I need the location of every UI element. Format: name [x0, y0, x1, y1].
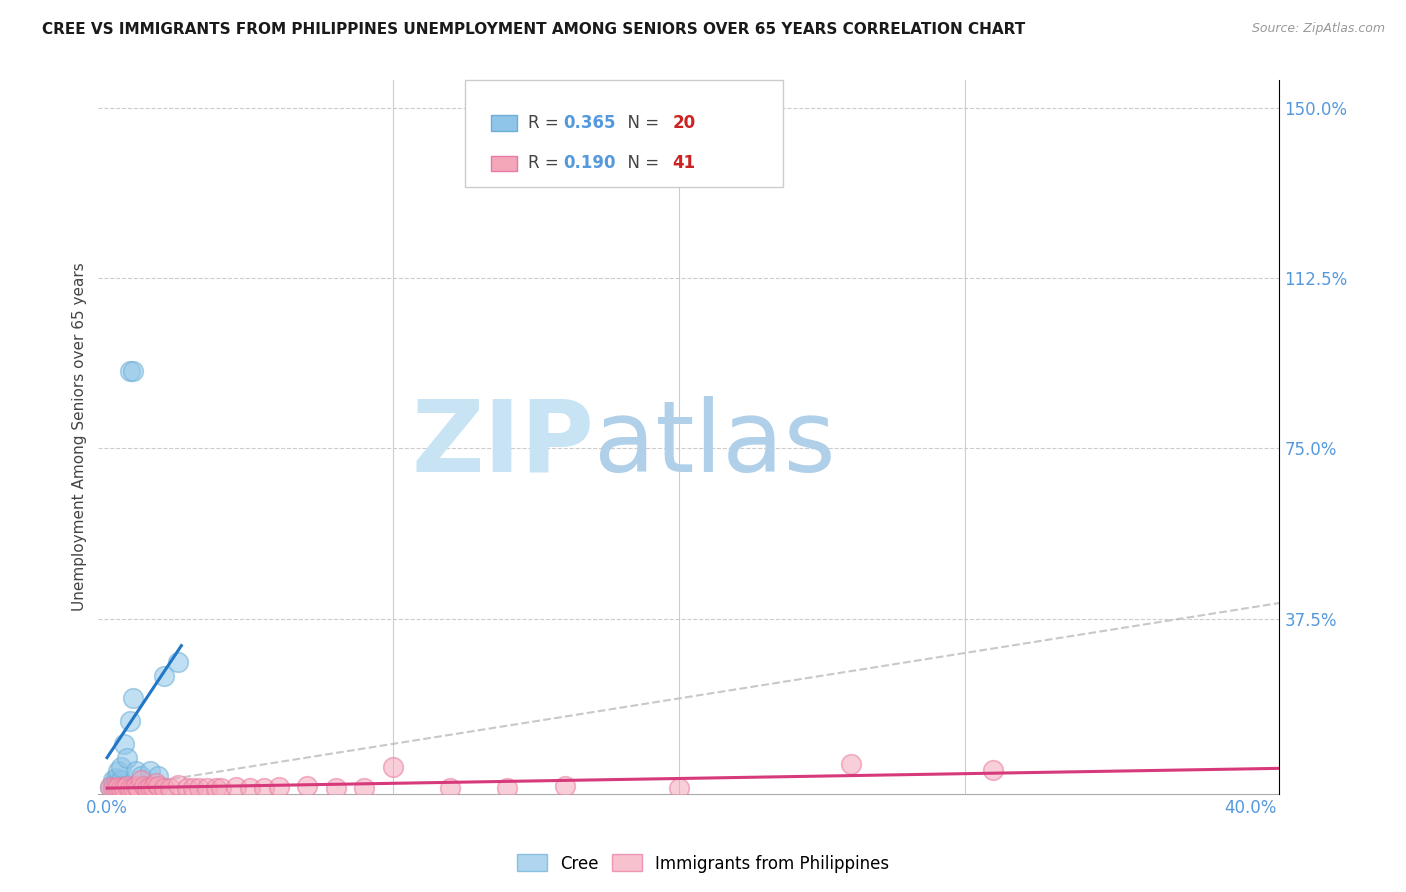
Point [131, 769, 153, 783]
Point [209, 780, 232, 795]
Point [325, 780, 347, 795]
Point [239, 780, 262, 795]
Point [136, 780, 159, 795]
Point [112, 737, 135, 751]
Text: R =: R = [529, 154, 564, 172]
Point [983, 764, 1005, 778]
Point [115, 779, 138, 793]
Text: N =: N = [617, 154, 664, 172]
Point [104, 771, 127, 785]
Point [159, 780, 181, 795]
Point [145, 775, 167, 789]
FancyBboxPatch shape [491, 155, 516, 171]
Point [204, 780, 226, 795]
Text: CREE VS IMMIGRANTS FROM PHILIPPINES UNEMPLOYMENT AMONG SENIORS OVER 65 YEARS COR: CREE VS IMMIGRANTS FROM PHILIPPINES UNEM… [42, 22, 1025, 37]
Point [167, 655, 190, 669]
Point [195, 780, 218, 795]
Point [176, 780, 198, 795]
Point [127, 780, 149, 795]
Point [439, 780, 461, 795]
Text: atlas: atlas [595, 396, 837, 492]
Point [101, 773, 124, 788]
Text: 20: 20 [672, 113, 696, 132]
Point [101, 780, 124, 795]
Point [153, 669, 176, 683]
Point [225, 780, 247, 794]
Point [267, 780, 290, 794]
Text: Source: ZipAtlas.com: Source: ZipAtlas.com [1251, 22, 1385, 36]
Text: R =: R = [529, 113, 564, 132]
Point [110, 759, 132, 773]
Point [668, 780, 690, 795]
Point [124, 779, 146, 793]
Point [353, 780, 375, 795]
Text: 0.190: 0.190 [564, 154, 616, 172]
Point [124, 764, 146, 779]
Point [134, 779, 156, 793]
Point [381, 759, 404, 773]
Point [139, 780, 162, 794]
Point [115, 750, 138, 764]
Y-axis label: Unemployment Among Seniors over 65 years: Unemployment Among Seniors over 65 years [72, 263, 87, 611]
Legend: Cree, Immigrants from Philippines: Cree, Immigrants from Philippines [510, 847, 896, 880]
Point [110, 773, 132, 788]
Text: 0.365: 0.365 [564, 113, 616, 132]
Point [118, 714, 141, 728]
Point [139, 764, 162, 779]
Text: ZIP: ZIP [412, 396, 595, 492]
Point [148, 769, 170, 783]
Point [295, 779, 318, 793]
Point [187, 780, 209, 795]
Point [839, 757, 862, 772]
Point [107, 780, 129, 794]
Point [496, 780, 519, 795]
Point [104, 780, 127, 795]
Point [131, 773, 153, 788]
Text: 41: 41 [672, 154, 696, 172]
Point [121, 780, 143, 795]
Point [104, 780, 127, 794]
Point [253, 780, 276, 795]
Point [121, 691, 143, 706]
Point [107, 778, 129, 792]
Point [110, 780, 132, 795]
Point [112, 780, 135, 795]
FancyBboxPatch shape [464, 80, 783, 187]
Point [107, 764, 129, 779]
Point [167, 778, 190, 792]
Point [142, 780, 165, 794]
Point [121, 364, 143, 378]
Text: N =: N = [617, 113, 664, 132]
Point [98, 780, 121, 794]
Point [104, 775, 127, 789]
Point [181, 780, 204, 795]
Point [148, 779, 170, 793]
FancyBboxPatch shape [491, 115, 516, 130]
Point [118, 780, 141, 795]
Point [118, 364, 141, 378]
Point [153, 780, 176, 795]
Point [554, 779, 576, 793]
Point [98, 780, 121, 794]
Point [101, 778, 124, 792]
